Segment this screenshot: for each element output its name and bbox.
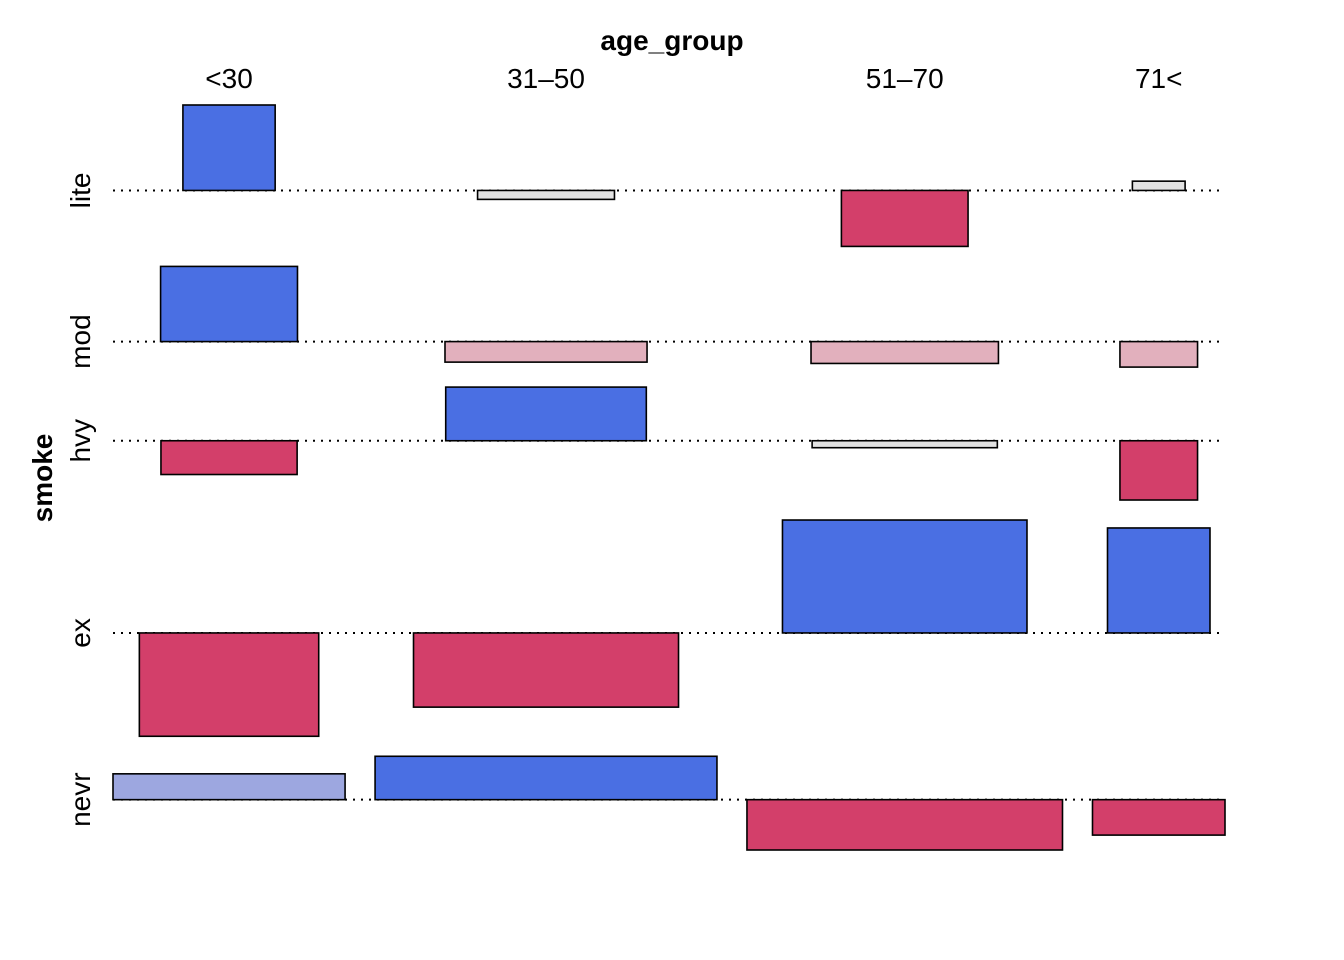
- cell-nevr-51-70: [746, 798, 1064, 851]
- row-labels: lite mod hvy ex nevr: [65, 173, 96, 827]
- cell-ex-71: [1106, 527, 1211, 634]
- cell-hvy-30: [160, 439, 298, 476]
- cell-nevr-30: [112, 773, 346, 801]
- column-variable-title: age_group: [600, 25, 743, 56]
- cell-mod-51-70: [810, 340, 1000, 365]
- cell-hvy-51-70: [811, 439, 999, 449]
- cell-ex-30: [138, 632, 320, 738]
- residual-cells: [112, 104, 1226, 851]
- row-label-hvy: hvy: [65, 419, 96, 463]
- column-label-71: 71<: [1135, 63, 1183, 94]
- cell-ex-51-70: [781, 519, 1028, 634]
- cell-lite-31-50: [476, 189, 616, 201]
- cell-lite-71: [1131, 180, 1186, 192]
- row-label-lite: lite: [65, 173, 96, 209]
- cell-ex-31-50: [412, 632, 680, 708]
- cell-mod-71: [1119, 340, 1199, 368]
- cell-nevr-71: [1091, 798, 1226, 836]
- cell-lite-51-70: [840, 189, 969, 248]
- row-variable-title: smoke: [27, 434, 58, 523]
- row-label-nevr: nevr: [65, 772, 96, 826]
- cell-nevr-31-50: [374, 755, 718, 801]
- column-label-30: <30: [205, 63, 253, 94]
- cell-lite-30: [182, 104, 276, 192]
- row-label-mod: mod: [65, 314, 96, 368]
- cell-hvy-71: [1119, 439, 1199, 501]
- row-label-ex: ex: [65, 618, 96, 648]
- column-label-51-70: 51–70: [866, 63, 944, 94]
- cell-mod-31-50: [444, 340, 648, 363]
- cell-hvy-31-50: [444, 386, 648, 442]
- column-label-31-50: 31–50: [507, 63, 585, 94]
- cell-mod-30: [159, 265, 299, 343]
- column-labels: <30 31–50 51–70 71<: [205, 63, 1182, 94]
